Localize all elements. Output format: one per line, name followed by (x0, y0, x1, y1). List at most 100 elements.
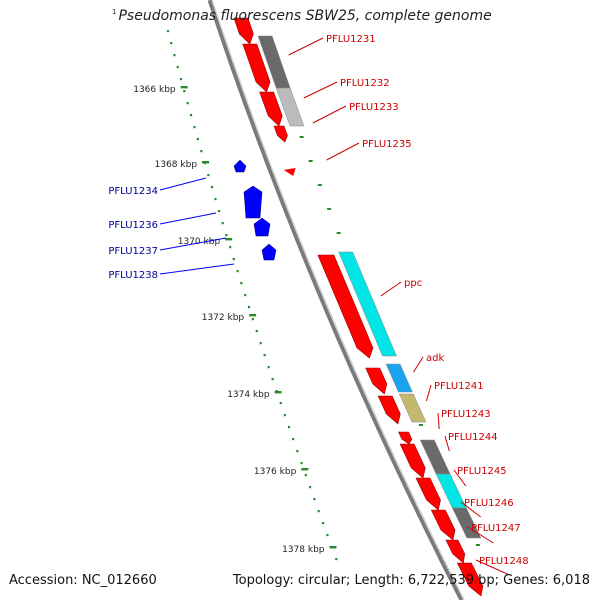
scale-tick-label: 1378 kbp (282, 545, 325, 555)
forward-gene-arrow (415, 477, 441, 511)
scale-dot (166, 30, 170, 33)
scale-tick-label: 1366 kbp (133, 85, 176, 95)
scale-tick-mark (329, 546, 337, 549)
reverse-gene-arrow (243, 185, 263, 219)
reverse-gene-label: PFLU1236 (108, 220, 158, 231)
scale-dot (207, 174, 210, 177)
right-scale-dot (336, 232, 341, 234)
scale-dot (267, 366, 270, 369)
reverse-gene-label: PFLU1234 (108, 186, 158, 197)
right-scale-dot (299, 136, 304, 138)
forward-gene-arrow (259, 91, 283, 127)
forward-label-leader (326, 142, 360, 161)
scale-dot (244, 294, 247, 297)
scale-dot (236, 270, 239, 273)
backbone-highlight (211, 0, 465, 601)
forward-label-leader (288, 37, 324, 56)
scale-dot (221, 222, 224, 225)
scale-dot (189, 114, 193, 117)
forward-gene-label: ppc (404, 278, 422, 289)
scale-dot (287, 426, 291, 429)
forward-gene-arrow (399, 443, 426, 479)
forward-label-leader (425, 384, 432, 402)
forward-gene-arrow (398, 431, 413, 445)
scale-dot (183, 90, 186, 93)
reverse-label-leader (159, 177, 207, 191)
forward-gene-arrow (365, 367, 388, 395)
forward-gene-label: PFLU1246 (464, 498, 514, 509)
scale-dot (225, 234, 228, 237)
forward-label-leader (303, 81, 338, 99)
scale-dot (271, 378, 274, 381)
scale-tick-label: 1374 kbp (227, 390, 270, 400)
scale-dot (193, 126, 196, 129)
forward-gene-arrow (445, 539, 466, 564)
scale-tick-label: 1376 kbp (254, 467, 297, 477)
genome-backbone (207, 0, 465, 602)
forward-label-leader (380, 281, 402, 297)
scale-dot (232, 258, 235, 261)
scale-dot (186, 102, 189, 105)
scale-tick-label: 1368 kbp (155, 160, 198, 170)
forward-gene-label: PFLU1248 (479, 556, 529, 567)
right-scale-dot (308, 160, 313, 162)
reverse-label-leader (159, 237, 227, 251)
reverse-label-leader (159, 212, 217, 225)
scale-dot (296, 450, 299, 453)
forward-gene-arrow (430, 509, 456, 541)
forward-gene-label: PFLU1241 (434, 381, 484, 392)
forward-gene-label: PFLU1245 (457, 466, 507, 477)
scale-dot (321, 522, 325, 525)
reverse-gene-arrow (253, 217, 271, 237)
right-scale-dot (327, 208, 332, 210)
forward-gene-label: PFLU1244 (448, 432, 498, 443)
scale-dot (210, 186, 214, 189)
right-scale-dot (418, 424, 423, 426)
scale-dot (200, 150, 203, 153)
scale-dot (196, 138, 199, 141)
reverse-gene-arrow (233, 159, 247, 173)
map-title: 1 Pseudomonas fluorescens SBW25, complete… (112, 8, 492, 24)
scale-tick-mark (225, 238, 233, 241)
scale-dot (292, 438, 295, 441)
forward-gene-label: adk (426, 353, 444, 364)
right-scale-dot (475, 544, 480, 546)
forward-gene-label: PFLU1235 (362, 139, 412, 150)
scale-dot (308, 486, 312, 489)
forward-label-leader (437, 412, 440, 430)
scale-dot (247, 306, 251, 309)
scale-dot (255, 330, 258, 333)
right-scale-dot (317, 184, 322, 186)
scale-dot (179, 78, 183, 81)
forward-gene-label: PFLU1233 (349, 102, 399, 113)
scale-tick-mark (202, 161, 210, 164)
scale-dot (176, 66, 179, 69)
scale-dot (263, 354, 266, 357)
scale-dot (170, 42, 173, 45)
forward-gene-arrow (456, 562, 484, 597)
scale-dot (326, 534, 329, 537)
scale-dot (251, 318, 254, 321)
scale-dot (240, 282, 243, 285)
forward-label-leader (467, 526, 494, 544)
scale-tick-mark (180, 86, 188, 89)
title-superscript: 1 (112, 8, 117, 17)
forward-gene-label: PFLU1232 (340, 78, 390, 89)
scale-tick-label: 1370 kbp (178, 237, 221, 247)
scale-dot (218, 210, 221, 213)
cds-feature-box (385, 363, 413, 393)
scale-dot (335, 558, 338, 561)
organism-name: Pseudomonas fluorescens SBW25, complete … (118, 8, 492, 24)
forward-gene-arrow (242, 43, 271, 93)
accession-text: Accession: NC_012660 (9, 573, 157, 588)
forward-gene-label: PFLU1247 (471, 523, 521, 534)
genome-summary-text: Topology: circular; Length: 6,722,539 bp… (232, 573, 590, 588)
cds-feature-box (275, 87, 305, 127)
scale-dot (304, 474, 307, 477)
scale-dot (279, 402, 282, 405)
forward-gene-label: PFLU1231 (326, 34, 376, 45)
scale-dot (283, 414, 286, 417)
scale-dot (300, 462, 303, 465)
scale-tick-mark (301, 468, 309, 471)
